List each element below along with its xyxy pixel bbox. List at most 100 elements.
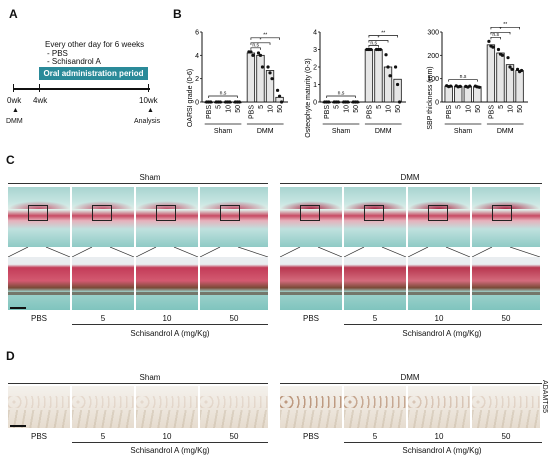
ihc-stain-layer — [280, 396, 342, 408]
significance-bracket — [368, 45, 379, 48]
dose-label: 10 — [162, 432, 172, 441]
ihc-subchondral-layer — [472, 410, 540, 428]
histology-high-mag — [8, 257, 70, 310]
significance-label: * — [499, 27, 501, 33]
bar — [454, 85, 463, 103]
bar — [265, 70, 275, 103]
dose-label: 50 — [229, 314, 239, 323]
y-tick-label: 100 — [427, 76, 439, 83]
data-point — [327, 100, 331, 104]
bar — [505, 64, 515, 103]
ihc-subchondral-layer — [8, 410, 70, 428]
data-point — [468, 84, 472, 88]
ihc-stain-layer — [72, 396, 134, 408]
histology-high-mag — [408, 257, 470, 310]
ihc-image — [136, 386, 198, 428]
x-tick-label: 5 — [456, 105, 463, 109]
significance-label: n.s — [338, 91, 345, 97]
y-axis-label: SBP thickness (mm) — [427, 66, 434, 129]
ihc-subchondral-layer — [200, 410, 268, 428]
zoom-connector — [280, 247, 342, 257]
zoom-connector-line — [344, 247, 365, 257]
data-point — [378, 47, 383, 52]
ihc-stain-layer — [200, 396, 268, 408]
ihc-image — [472, 386, 540, 428]
zoom-connector-line — [173, 247, 198, 257]
zoom-box — [300, 205, 320, 221]
zoom-connector — [72, 247, 134, 257]
x-tick-label: PBS — [488, 105, 495, 119]
group-rule — [8, 383, 268, 384]
dose-label: 10 — [434, 314, 444, 323]
bar — [364, 49, 374, 103]
data-point — [508, 65, 512, 69]
tidemark — [408, 292, 470, 295]
bar — [393, 78, 402, 103]
group-label: DMM — [497, 128, 514, 135]
x-tick-label: PBS — [206, 105, 213, 119]
group-label: DMM — [375, 128, 392, 135]
y-tick-label: 200 — [427, 53, 439, 60]
zoom-box — [428, 205, 448, 221]
histology-high-mag — [200, 257, 268, 310]
ihc-subchondral-layer — [280, 410, 342, 428]
dose-label: PBS — [302, 314, 319, 323]
group-label: DMM — [257, 128, 274, 135]
dose-axis-rule — [72, 324, 268, 325]
data-point — [384, 53, 388, 57]
zoom-connector-line — [8, 247, 29, 257]
y-tick-label: 0 — [313, 100, 317, 107]
ihc-image — [8, 386, 70, 428]
y-tick-label: 1 — [313, 82, 317, 89]
group-label: Sham — [332, 128, 350, 135]
zoom-connector-line — [45, 247, 70, 257]
ihc-subchondral-layer — [136, 410, 198, 428]
zoom-connector-line — [381, 247, 406, 257]
significance-bracket — [208, 95, 238, 98]
zoom-connector-line — [136, 247, 157, 257]
time-0wk: 0wk — [7, 96, 22, 105]
ihc-image — [72, 386, 134, 428]
data-point — [266, 65, 270, 69]
histology-low-mag — [408, 187, 470, 247]
y-axis-label: OARSI grade (0-6) — [187, 69, 194, 127]
significance-bracket — [250, 42, 271, 45]
ihc-stain-layer — [8, 396, 70, 408]
zoom-connector-line — [72, 247, 93, 257]
zoom-connector — [8, 247, 70, 257]
x-tick-label: 50 — [277, 105, 284, 113]
ihc-subchondral-layer — [408, 410, 470, 428]
y-tick-label: 0 — [195, 100, 199, 107]
significance-bracket — [448, 79, 478, 82]
bar — [444, 85, 453, 103]
tidemark — [200, 292, 268, 295]
histology-low-mag — [72, 187, 134, 247]
data-point — [491, 45, 495, 49]
data-point — [369, 47, 373, 52]
x-tick-label: 10 — [268, 105, 275, 113]
zoom-box — [156, 205, 176, 221]
tidemark — [344, 292, 406, 295]
x-tick-label: 50 — [517, 105, 524, 113]
significance-label: * — [259, 38, 261, 44]
tidemark — [136, 292, 198, 295]
administration-period-bar — [39, 67, 148, 80]
zoom-connector-line — [109, 247, 134, 257]
data-point — [237, 100, 241, 104]
data-point — [209, 100, 213, 104]
zoom-connector-line — [408, 247, 429, 257]
data-point — [449, 84, 453, 88]
zoom-connector-line — [472, 247, 493, 257]
administration-period-label: Oral administration period — [43, 69, 144, 78]
arrow-up-icon: ▲ — [12, 107, 19, 114]
bar — [383, 66, 393, 103]
data-point — [251, 53, 255, 57]
data-point — [270, 77, 274, 81]
panel-label-c: C — [6, 153, 15, 167]
dose-label: PBS — [30, 432, 47, 441]
zoom-connector-line — [200, 247, 221, 257]
